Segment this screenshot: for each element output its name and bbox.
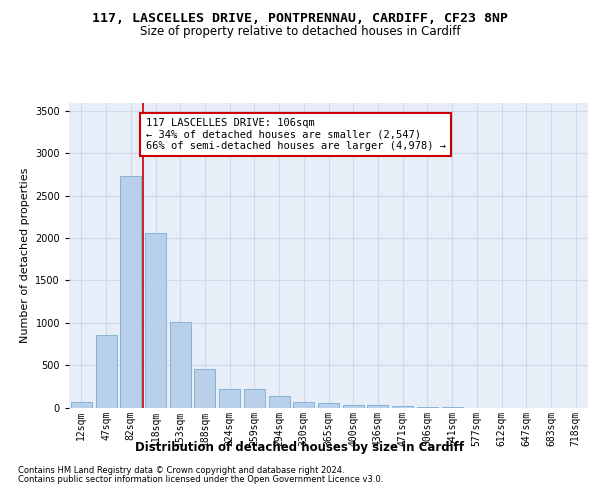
Bar: [244, 390, 265, 407]
Text: Contains HM Land Registry data © Crown copyright and database right 2024.: Contains HM Land Registry data © Crown c…: [18, 466, 344, 475]
Y-axis label: Number of detached properties: Number of detached properties: [20, 168, 29, 342]
Bar: [269, 396, 290, 407]
Bar: [343, 405, 364, 407]
Text: 117 LASCELLES DRIVE: 106sqm
← 34% of detached houses are smaller (2,547)
66% of : 117 LASCELLES DRIVE: 106sqm ← 34% of det…: [146, 118, 446, 151]
Bar: [194, 368, 215, 408]
Bar: [219, 389, 240, 407]
Bar: [367, 406, 388, 407]
Bar: [170, 322, 191, 408]
Text: 117, LASCELLES DRIVE, PONTPRENNAU, CARDIFF, CF23 8NP: 117, LASCELLES DRIVE, PONTPRENNAU, CARDI…: [92, 12, 508, 26]
Bar: [71, 402, 92, 407]
Text: Contains public sector information licensed under the Open Government Licence v3: Contains public sector information licen…: [18, 475, 383, 484]
Bar: [318, 403, 339, 407]
Bar: [120, 176, 141, 408]
Bar: [293, 402, 314, 407]
Bar: [392, 406, 413, 407]
Text: Distribution of detached houses by size in Cardiff: Distribution of detached houses by size …: [136, 441, 464, 454]
Bar: [145, 233, 166, 408]
Text: Size of property relative to detached houses in Cardiff: Size of property relative to detached ho…: [140, 25, 460, 38]
Bar: [95, 336, 116, 407]
